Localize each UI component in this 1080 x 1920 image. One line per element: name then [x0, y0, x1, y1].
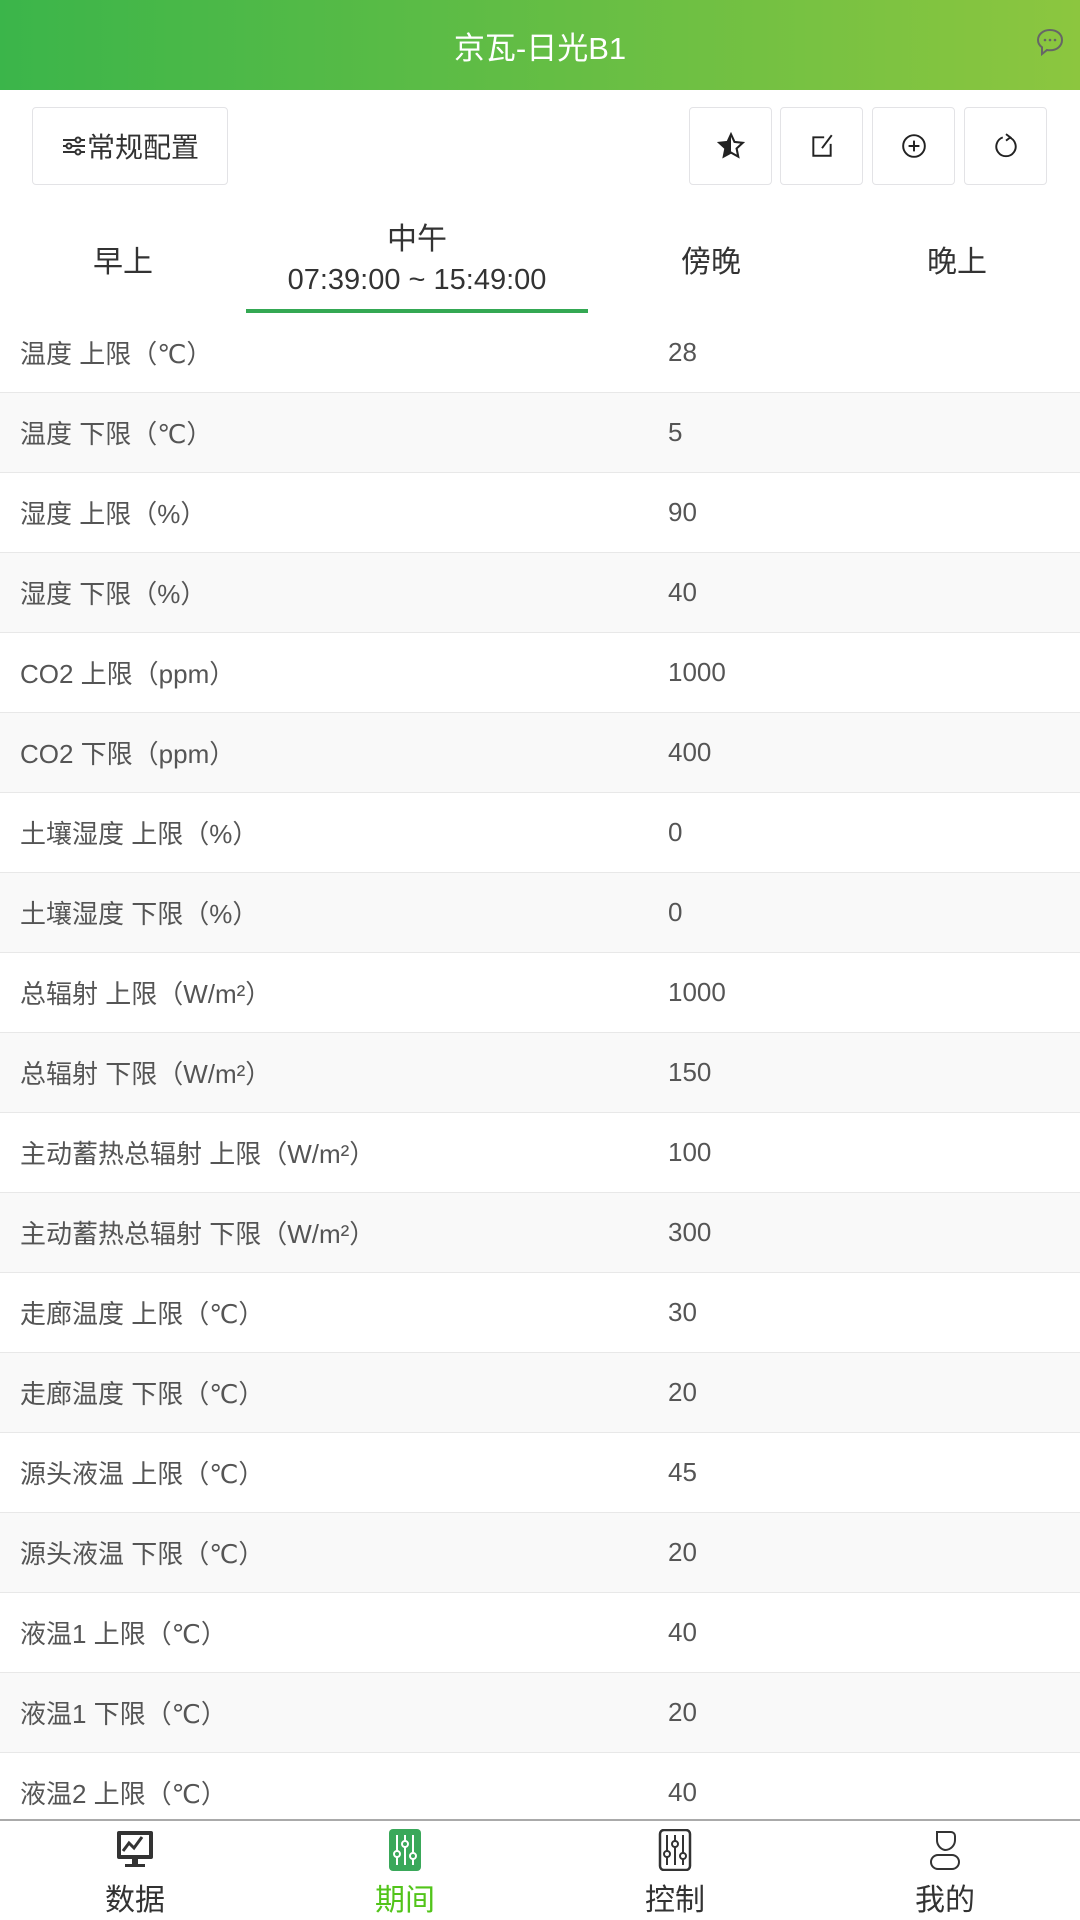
settings-row[interactable]: 走廊温度 下限（℃） 20	[0, 1353, 1080, 1433]
setting-label: 主动蓄热总辐射 上限（W/m²）	[20, 1139, 376, 1169]
setting-value[interactable]: 20	[668, 1537, 697, 1567]
setting-label: 源头液温 下限（℃）	[20, 1539, 265, 1569]
setting-value[interactable]: 45	[668, 1457, 697, 1487]
tab-morning[interactable]: 早上	[0, 205, 246, 313]
tab-label: 早上	[93, 246, 153, 279]
settings-row[interactable]: 湿度 上限（%） 90	[0, 473, 1080, 553]
setting-label: 湿度 上限（%）	[20, 499, 207, 529]
setting-label: 总辐射 下限（W/m²）	[20, 1059, 272, 1089]
setting-value[interactable]: 150	[668, 1057, 712, 1087]
tab-label: 傍晚	[681, 246, 741, 279]
setting-value[interactable]: 5	[668, 417, 683, 447]
setting-label: 走廊温度 下限（℃）	[20, 1379, 265, 1409]
setting-label: 液温2 上限（℃）	[20, 1779, 227, 1809]
sliders-outline-icon	[658, 1829, 692, 1871]
setting-value[interactable]: 30	[668, 1297, 697, 1327]
general-config-button[interactable]: 常规配置	[32, 107, 228, 185]
settings-row[interactable]: 源头液温 下限（℃） 20	[0, 1513, 1080, 1593]
refresh-button[interactable]	[964, 107, 1047, 185]
monitor-chart-icon	[117, 1831, 153, 1867]
nav-label: 期间	[375, 1884, 435, 1917]
setting-label: 液温1 上限（℃）	[20, 1619, 227, 1649]
setting-value[interactable]: 300	[668, 1217, 712, 1247]
setting-label: 走廊温度 上限（℃）	[20, 1299, 265, 1329]
settings-row[interactable]: 源头液温 上限（℃） 45	[0, 1433, 1080, 1513]
setting-value[interactable]: 40	[668, 1777, 697, 1807]
settings-row[interactable]: 总辐射 上限（W/m²） 1000	[0, 953, 1080, 1033]
setting-value[interactable]: 40	[668, 1617, 697, 1647]
user-icon	[930, 1831, 960, 1870]
page-title: 京瓦-日光B1	[453, 30, 627, 66]
edit-icon	[811, 134, 833, 157]
settings-row[interactable]: 温度 下限（℃） 5	[0, 393, 1080, 473]
tab-evening[interactable]: 傍晚	[588, 205, 834, 313]
setting-label: 源头液温 上限（℃）	[20, 1459, 265, 1489]
add-circle-icon	[901, 134, 926, 158]
settings-row[interactable]: 温度 上限（℃） 28	[0, 313, 1080, 393]
setting-value[interactable]: 28	[668, 337, 697, 367]
setting-label: 总辐射 上限（W/m²）	[20, 979, 272, 1009]
setting-value[interactable]: 1000	[668, 657, 726, 687]
setting-label: 湿度 下限（%）	[20, 579, 207, 609]
setting-value[interactable]: 100	[668, 1137, 712, 1167]
settings-list: 温度 上限（℃） 28 温度 下限（℃） 5 湿度 上限（%） 90 湿度 下限（%） 40 C…	[0, 313, 1080, 1819]
nav-period[interactable]: 期间	[270, 1821, 540, 1920]
setting-label: 土壤湿度 上限（%）	[20, 819, 259, 849]
tab-label: 晚上	[927, 246, 987, 279]
tab-label: 中午	[387, 222, 447, 256]
chat-bubble-icon[interactable]	[1034, 26, 1066, 58]
setting-value[interactable]: 400	[668, 737, 712, 767]
tab-noon[interactable]: 中午 07:39:00 ~ 15:49:00	[246, 205, 588, 313]
settings-row[interactable]: 液温2 上限（℃） 40	[0, 1753, 1080, 1819]
edit-button[interactable]	[780, 107, 863, 185]
period-tabs: 早上 中午 07:39:00 ~ 15:49:00 傍晚 晚上	[0, 205, 1080, 313]
nav-label: 控制	[645, 1884, 705, 1917]
bottom-nav: 数据 期间 控制 我的	[0, 1819, 1080, 1920]
settings-row[interactable]: 土壤湿度 上限（%） 0	[0, 793, 1080, 873]
tab-time-range: 07:39:00 ~ 15:49:00	[287, 263, 547, 296]
settings-row[interactable]: 液温1 下限（℃） 20	[0, 1673, 1080, 1753]
settings-row[interactable]: CO2 下限（ppm） 400	[0, 713, 1080, 793]
app-header: 京瓦-日光B1	[0, 0, 1080, 90]
setting-label: CO2 上限（ppm）	[20, 659, 236, 689]
settings-row[interactable]: 液温1 上限（℃） 40	[0, 1593, 1080, 1673]
setting-value[interactable]: 40	[668, 577, 697, 607]
nav-label: 数据	[105, 1884, 165, 1917]
settings-row[interactable]: 土壤湿度 下限（%） 0	[0, 873, 1080, 953]
sliders-icon	[62, 136, 85, 156]
toolbar: 常规配置	[0, 90, 1080, 205]
settings-row[interactable]: 总辐射 下限（W/m²） 150	[0, 1033, 1080, 1113]
nav-data[interactable]: 数据	[0, 1821, 270, 1920]
favorite-button[interactable]	[689, 107, 772, 185]
nav-mine[interactable]: 我的	[810, 1821, 1080, 1920]
general-config-label: 常规配置	[86, 132, 199, 163]
setting-value[interactable]: 0	[668, 817, 683, 847]
tab-night[interactable]: 晚上	[834, 205, 1080, 313]
refresh-icon	[994, 133, 1017, 158]
setting-label: 土壤湿度 下限（%）	[20, 899, 259, 929]
setting-label: 温度 下限（℃）	[20, 419, 213, 449]
star-icon	[716, 132, 745, 159]
settings-row[interactable]: 主动蓄热总辐射 下限（W/m²） 300	[0, 1193, 1080, 1273]
nav-label: 我的	[915, 1884, 975, 1917]
settings-row[interactable]: 主动蓄热总辐射 上限（W/m²） 100	[0, 1113, 1080, 1193]
setting-value[interactable]: 90	[668, 497, 697, 527]
settings-row[interactable]: 走廊温度 上限（℃） 30	[0, 1273, 1080, 1353]
settings-row[interactable]: 湿度 下限（%） 40	[0, 553, 1080, 633]
setting-label: 温度 上限（℃）	[20, 339, 213, 369]
setting-label: 主动蓄热总辐射 下限（W/m²）	[20, 1219, 376, 1249]
setting-value[interactable]: 20	[668, 1377, 697, 1407]
setting-value[interactable]: 20	[668, 1697, 697, 1727]
setting-value[interactable]: 1000	[668, 977, 726, 1007]
setting-value[interactable]: 0	[668, 897, 683, 927]
settings-row[interactable]: CO2 上限（ppm） 1000	[0, 633, 1080, 713]
sliders-filled-icon	[389, 1829, 421, 1871]
add-button[interactable]	[872, 107, 955, 185]
setting-label: CO2 下限（ppm）	[20, 739, 236, 769]
setting-label: 液温1 下限（℃）	[20, 1699, 227, 1729]
nav-control[interactable]: 控制	[540, 1821, 810, 1920]
